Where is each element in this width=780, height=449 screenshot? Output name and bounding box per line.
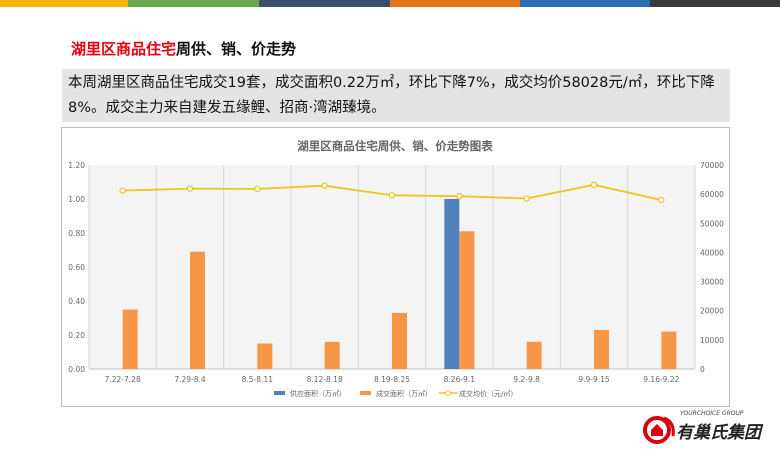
x-tick-label: 7.22-7.28 — [105, 375, 141, 384]
legend-swatch — [360, 391, 371, 395]
x-tick-label: 9.9-9.15 — [578, 375, 610, 384]
x-tick-label: 8.12-8.18 — [307, 375, 343, 384]
deal-area-bar — [257, 343, 273, 369]
right-tick-label: 20000 — [700, 307, 724, 316]
left-tick-label: 1.20 — [68, 161, 85, 170]
legend-label: 成交面积（万㎡） — [376, 389, 432, 398]
summary-text: 本周湖里区商品住宅成交19套，成交面积0.22万㎡，环比下降7%，成交均价580… — [62, 69, 730, 122]
left-axis-ticks: 0.00 0.20 0.40 0.60 0.80 1.00 1.20 — [68, 161, 85, 374]
deal-area-bar — [392, 312, 407, 369]
legend-swatch — [274, 391, 285, 395]
chart-title: 湖里区商品住宅周供、销、价走势图表 — [297, 139, 493, 153]
top-bar-segment-dark — [650, 0, 780, 7]
x-tick-label: 8.26-9.1 — [444, 375, 476, 384]
x-tick-label: 9.16-9.22 — [643, 375, 679, 384]
left-tick-label: 0.40 — [68, 297, 85, 306]
brand-name-en: YOURCHOICE GROUP — [680, 410, 744, 417]
top-color-bar — [0, 0, 780, 7]
brand-name-cn: 有巢氏集团 — [676, 423, 761, 443]
x-tick-label: 8.19-8.25 — [374, 375, 410, 384]
chart-svg: 湖里区商品住宅周供、销、价走势图表 0.00 0.20 0.40 0.60 0.80 1.… — [68, 139, 724, 398]
legend-swatch-point — [445, 390, 451, 396]
price-point — [321, 182, 328, 189]
x-axis-labels: 7.22-7.28 7.29-8.4 8.5-8.11 8.12-8.18 8.19-8… — [105, 375, 680, 384]
left-tick-label: 0.60 — [68, 263, 85, 272]
deal-area-bar — [190, 251, 205, 369]
right-tick-label: 40000 — [700, 248, 724, 257]
deal-area-bar — [661, 331, 677, 369]
legend-label: 成交均价（元/㎡） — [459, 389, 517, 398]
deal-area-bar — [594, 329, 609, 369]
top-bar-segment-orange — [390, 0, 520, 7]
price-point — [186, 185, 194, 192]
legend: 供应面积（万㎡） 成交面积（万㎡） 成交均价（元/㎡） — [274, 389, 517, 398]
left-tick-label: 0.00 — [68, 365, 85, 374]
x-tick-label: 7.29-8.4 — [174, 375, 206, 384]
deal-area-bar — [526, 341, 542, 369]
page-title: 湖里区商品住宅周供、销、价走势 — [71, 38, 296, 59]
chart-container: 湖里区商品住宅周供、销、价走势图表 0.00 0.20 0.40 0.60 0.80 1.… — [61, 127, 730, 407]
left-tick-label: 0.80 — [68, 229, 85, 238]
left-tick-label: 1.00 — [68, 195, 85, 204]
top-bar-segment-green — [128, 0, 259, 7]
page-title-rest: 周供、销、价走势 — [176, 40, 297, 58]
x-tick-label: 9.2-9.8 — [513, 375, 540, 384]
price-point — [658, 196, 665, 204]
deal-area-bar — [122, 309, 138, 369]
right-tick-label: 60000 — [700, 190, 724, 199]
top-bar-segment-blue — [520, 0, 650, 7]
brand-logo: YOURCHOICE GROUP 有巢氏集团 — [640, 408, 780, 449]
right-tick-label: 30000 — [700, 278, 724, 287]
brand-emblem-icon — [643, 416, 675, 444]
right-tick-label: 0 — [700, 365, 705, 374]
right-axis-ticks: 0 10000 20000 30000 40000 50000 60000 70000 — [700, 161, 724, 374]
top-bar-segment-navy — [259, 0, 390, 7]
supply-bar — [444, 199, 460, 369]
right-tick-label: 10000 — [700, 336, 724, 345]
right-tick-label: 70000 — [700, 161, 724, 170]
deal-area-bar — [459, 231, 475, 369]
price-line — [119, 181, 665, 204]
left-tick-label: 0.20 — [68, 331, 85, 340]
price-point — [119, 187, 126, 194]
price-point — [590, 181, 598, 189]
bars — [122, 199, 677, 369]
price-point — [456, 192, 463, 200]
deal-area-bar — [324, 341, 340, 369]
legend-label: 供应面积（万㎡） — [290, 389, 346, 398]
top-bar-segment-yellow — [0, 0, 128, 7]
page-title-highlight: 湖里区商品住宅 — [71, 40, 177, 58]
price-point — [254, 185, 261, 193]
x-tick-label: 8.5-8.11 — [242, 375, 274, 384]
price-point — [388, 192, 396, 199]
right-tick-label: 50000 — [700, 219, 724, 228]
price-point — [523, 195, 530, 202]
